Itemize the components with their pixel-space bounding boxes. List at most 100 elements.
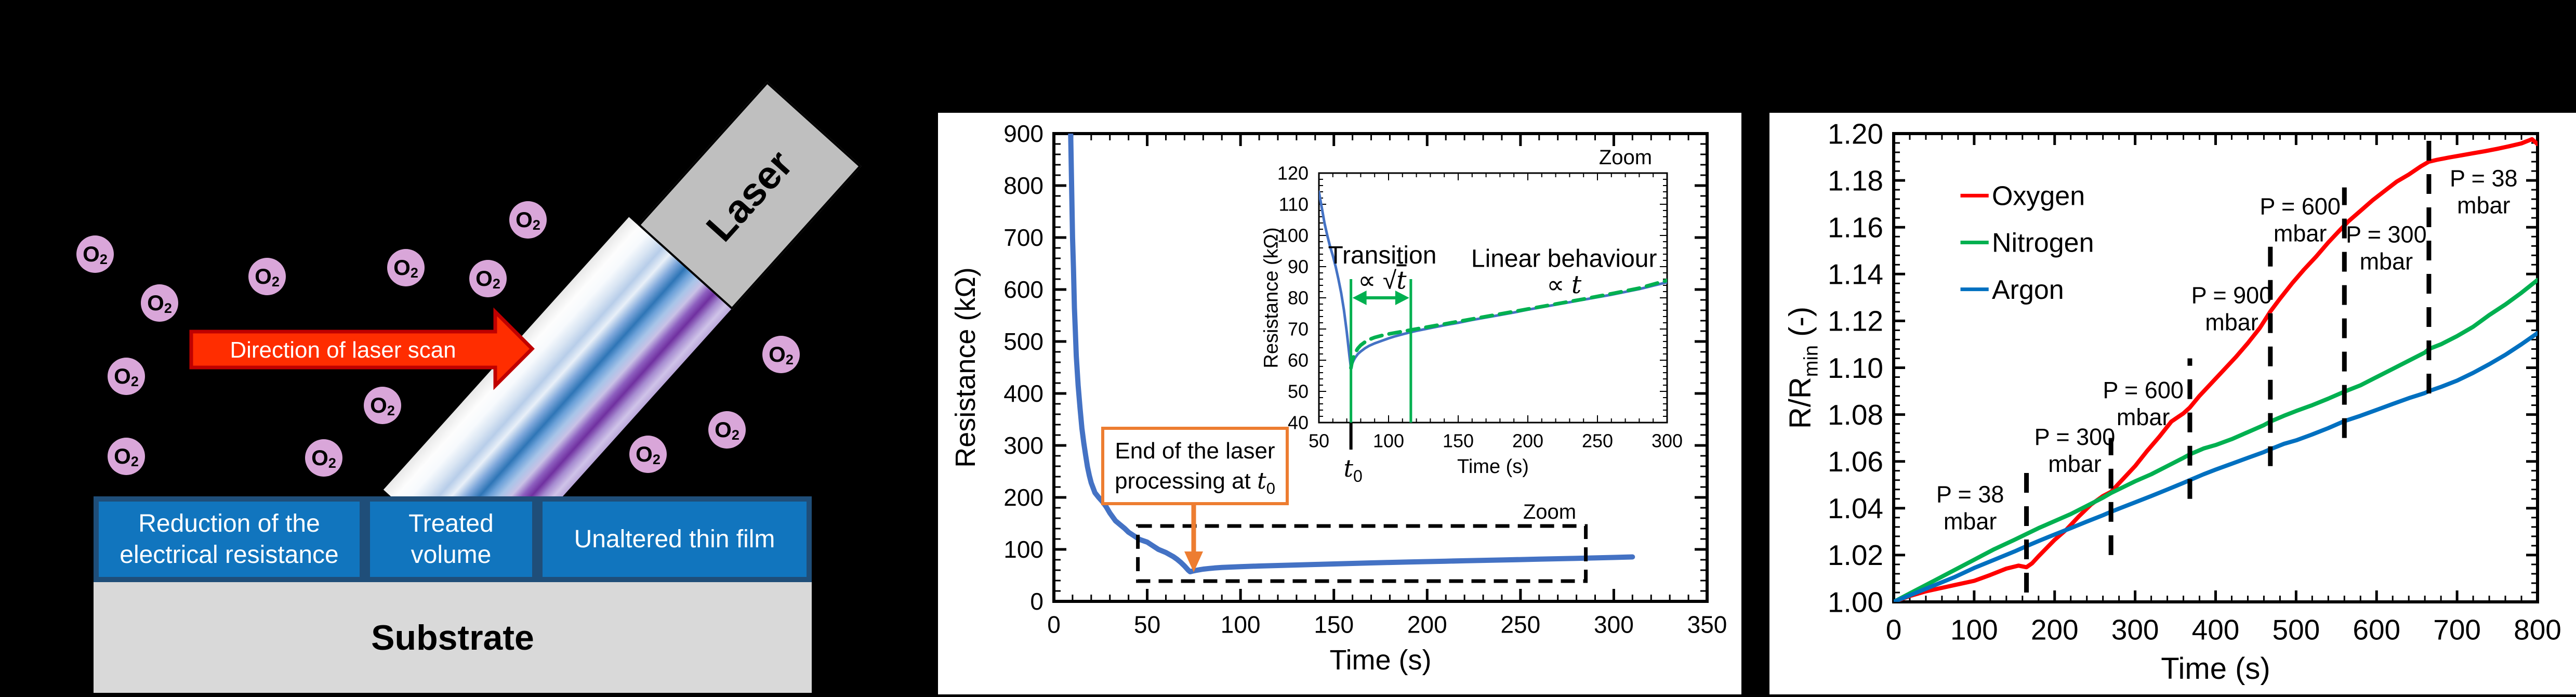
x-tick-label: 300 [1594,611,1634,638]
x-tick-label: 400 [2192,614,2240,646]
x-tick-label: 200 [1407,611,1447,638]
y-tick-label: 110 [1279,194,1309,215]
x-tick-label: 100 [1950,614,1998,646]
y-tick-label: 700 [1003,224,1043,251]
pressure-label-unit: mbar [2274,220,2327,246]
y-tick-label: 200 [1003,484,1043,511]
series-model-fit [1349,278,1667,370]
linear-label: Linear behaviour [1471,245,1657,273]
y-tick-label: 1.06 [1828,445,1883,478]
x-tick-label: 700 [2433,614,2481,646]
y-tick-label: 500 [1003,328,1043,355]
x-axis-title: Time (s) [1330,645,1432,676]
note-line2: processing at t0 [1115,468,1275,497]
y-tick-label: 1.16 [1828,211,1883,243]
o2-subscript: 2 [410,265,418,281]
film-box-treated: Treated volume [365,496,537,582]
o2-symbol: O [114,364,131,388]
film-box-unaltered: Unaltered thin film [537,496,812,582]
scan-arrow-svg: Direction of laser scan [189,307,535,390]
y-tick-label: 1.18 [1828,164,1883,196]
pressure-label-unit: mbar [2205,309,2258,336]
film-box-treated-label: Treated volume [408,509,494,569]
pressure-label: P = 38 [1936,481,2004,508]
pressure-label: P = 900 [2191,282,2273,309]
o2-subscript: 2 [492,276,500,292]
o2-symbol: O [393,255,411,280]
x-tick-label: 250 [1500,611,1540,638]
pressure-label: P = 600 [2260,193,2341,219]
o2-symbol: O [516,207,533,232]
pressure-label-unit: mbar [2360,248,2413,274]
chart-resistance-vs-time: 0 50 100 150 200 250 300 350 0 100 200 300 400 500 600… [938,113,1741,694]
scan-arrow-shape [189,307,535,390]
scan-arrow-label: Direction of laser scan [230,337,456,363]
film-box-reduced: Reduction of the electrical resistance [94,496,365,582]
y-tick-label: 400 [1003,380,1043,407]
o2-symbol: O [475,266,493,291]
o2-symbol: O [83,242,100,266]
legend-label-nitrogen: Nitrogen [1992,228,2094,258]
y-tick-label: 100 [1277,225,1309,246]
o2-subscript: 2 [130,454,139,469]
o2-subscript: 2 [271,274,280,290]
pressure-label-unit: mbar [1944,508,1997,535]
y-tick-label: 1.14 [1828,258,1883,291]
y-tick-label: 800 [1003,172,1043,199]
y-tick-label: 0 [1030,588,1043,615]
o2-symbol: O [311,445,328,470]
o2-symbol: O [370,393,387,417]
x-tick-label: 200 [2031,614,2079,646]
pressure-label: P = 38 [2450,165,2518,191]
x-tick-label: 100 [1221,611,1261,638]
o2-subscript: 2 [328,455,336,471]
o2-symbol: O [147,291,164,315]
y-tick-label: 1.10 [1828,352,1883,384]
y-tick-label: 1.04 [1828,492,1883,524]
x-tick-label: 50 [1134,611,1160,638]
y-tick-label: 60 [1288,350,1309,371]
y-axis-title: Resistance (kΩ) [1260,227,1282,368]
pressure-label: P = 300 [2346,221,2427,247]
o2-symbol: O [114,444,131,468]
legend-label-argon: Argon [1992,275,2064,305]
o2-subscript: 2 [130,374,139,389]
transition-arrow-head-right [1395,291,1409,305]
o2-symbol: O [255,264,272,288]
o2-symbol: O [636,442,653,466]
t0-label: t0 [1343,454,1362,485]
o2-subscript: 2 [164,300,172,316]
y-tick-label: 900 [1003,120,1043,147]
y-tick-label: 1.00 [1828,586,1883,618]
y-tick-label: 80 [1288,287,1309,309]
y-tick-label: 50 [1288,381,1309,402]
chart-rrmin-vs-time: 0 100 200 300 400 500 600 700 800 1.00 1.02 1.04 1.0… [1769,113,2576,694]
note-arrow-head [1184,551,1203,572]
y-tick-label: 70 [1288,319,1309,340]
linear-prop-label: ∝ t [1547,270,1582,299]
pressure-label-unit: mbar [2457,192,2511,218]
x-tick-label: 500 [2272,614,2320,646]
series-resistance [1068,134,1635,574]
y-axis-title: Resistance (kΩ) [950,267,981,467]
note-line1: End of the laser [1115,438,1275,464]
y-tick-label: 600 [1003,276,1043,303]
pressure-label-unit: mbar [2048,451,2102,477]
zoom-region-rect [1136,524,1588,583]
note-box [1101,427,1289,505]
x-tick-label: 100 [1373,430,1404,452]
x-tick-label: 350 [1687,611,1727,638]
y-tick-label: 100 [1003,536,1043,563]
o2-symbol: O [769,342,786,366]
